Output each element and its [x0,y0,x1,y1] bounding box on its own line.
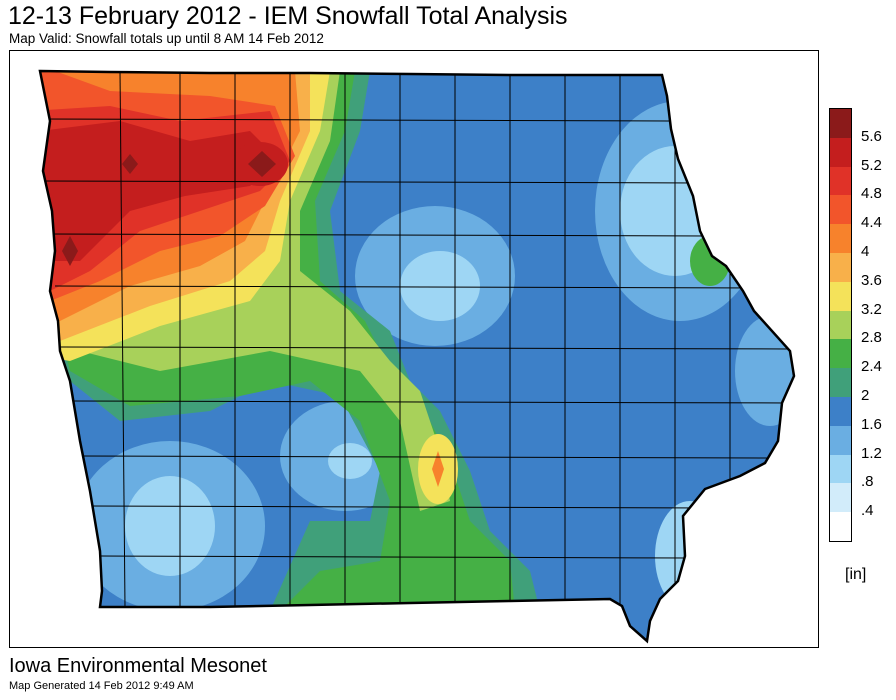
legend-swatch [830,166,851,196]
legend-swatch [830,339,851,369]
legend-label: 1.2 [861,444,882,462]
map-title: 12-13 February 2012 - IEM Snowfall Total… [8,2,568,30]
legend-swatch [830,109,851,138]
legend-swatch [830,425,851,455]
legend-label: 4 [861,243,870,260]
legend-swatch [830,195,851,225]
county-boundaries [40,71,791,608]
legend-swatch [830,224,851,254]
legend-label: 5.6 [861,127,882,145]
legend-label: .4 [861,502,874,520]
map-frame [9,50,819,648]
legend-swatch [830,483,851,513]
legend-label: 4.8 [861,185,882,203]
map-subtitle: Map Valid: Snowfall totals up until 8 AM… [9,31,324,46]
legend-label: 2.4 [861,358,882,376]
legend-swatch [830,137,851,167]
snowfall-contours [40,71,794,641]
footer-generated: Map Generated 14 Feb 2012 9:49 AM [9,680,194,692]
legend-swatch [830,253,851,282]
snowfall-map [38,69,796,643]
footer-brand: Iowa Environmental Mesonet [9,655,267,677]
legend-swatch [830,310,851,340]
legend-colorbar [829,108,852,542]
legend-label: 2.8 [861,329,882,347]
legend-units: [in] [845,566,867,583]
legend-label: 3.2 [861,300,882,318]
legend-swatch [830,512,851,542]
legend-swatch [830,397,851,426]
legend-label: 2 [861,387,870,404]
legend-label: 1.6 [861,415,882,433]
legend-label: .8 [861,473,874,491]
legend-swatch [830,368,851,398]
legend-swatch [830,454,851,484]
legend-label: 5.2 [861,156,882,174]
legend-label: 3.6 [861,271,882,289]
legend-label: 4.4 [861,214,882,232]
legend-swatch [830,281,851,311]
